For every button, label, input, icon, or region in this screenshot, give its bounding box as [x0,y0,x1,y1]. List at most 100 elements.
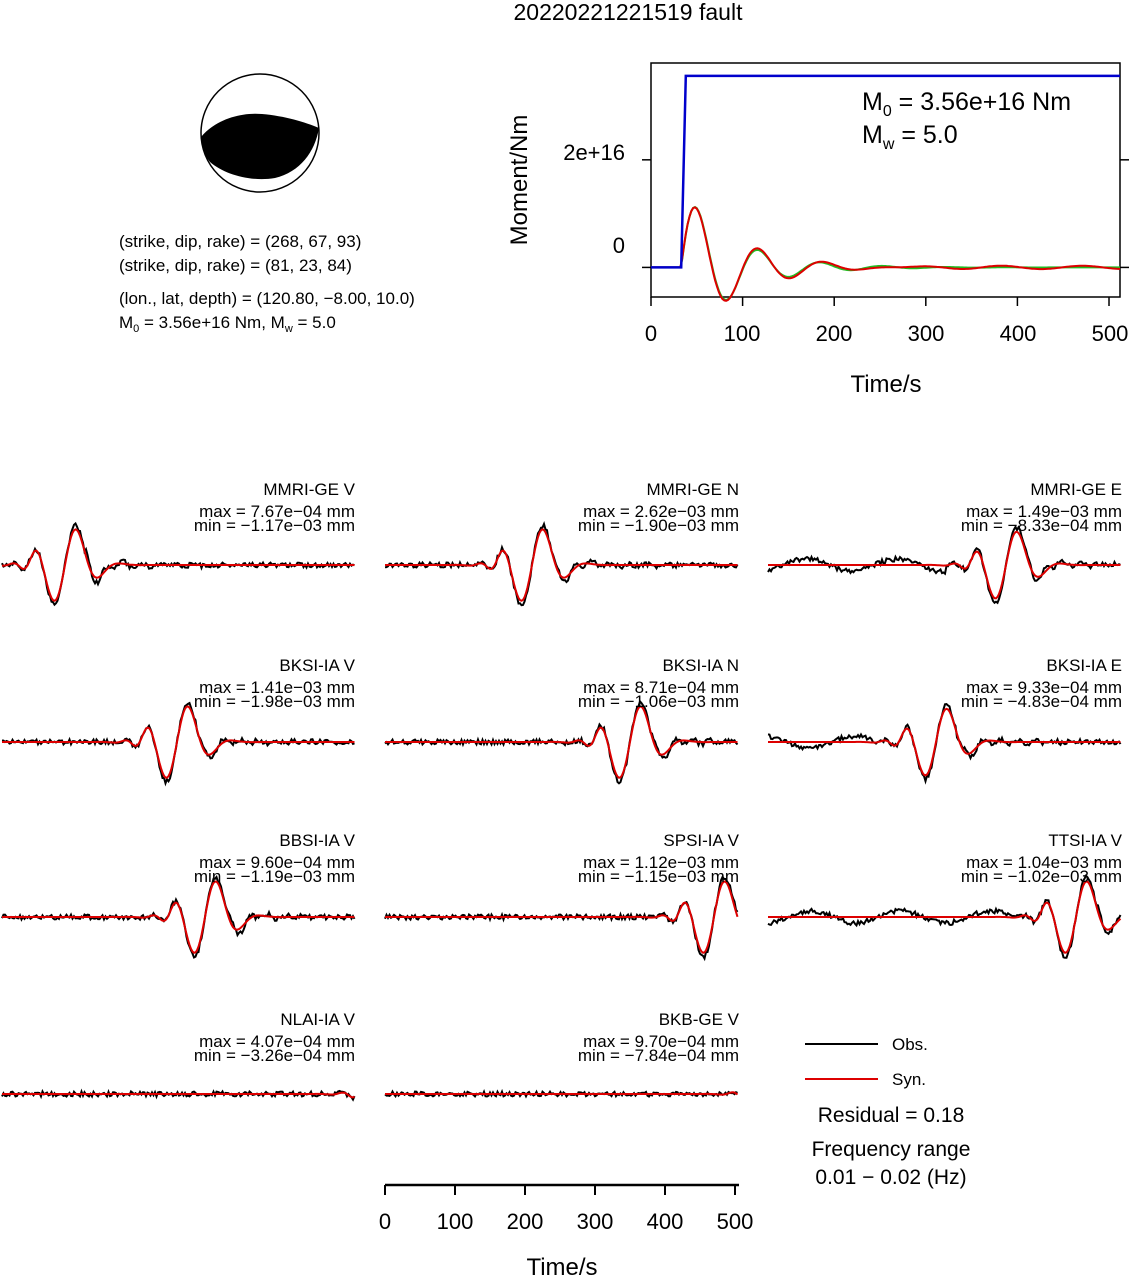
station-min: min = −1.17e−03 mm [194,516,355,535]
syn-trace [768,530,1121,600]
figure-title: 20220221221519 fault [514,0,744,25]
beachball-compression-quadrant [201,113,319,180]
station-max: max = 1.41e−03 mm [199,678,355,697]
moment-xtick-100: 100 [724,321,761,346]
obs-trace [767,874,1122,959]
station-max: max = 4.07e−04 mm [199,1032,355,1051]
moment-ytick-2e16: 2e+16 [563,140,625,165]
station-min: min = −1.02e−03 mm [961,867,1122,886]
wave-xtick-300: 300 [577,1209,614,1234]
station-min: min = −4.83e−04 mm [961,692,1122,711]
syn-trace [2,705,355,779]
legend: Obs. Syn. [805,1035,928,1089]
moment-xlabel: Time/s [850,371,921,398]
moment-annotation-mw: Mw = 5.0 [862,121,958,153]
moment-ytick-0: 0 [613,233,625,258]
station-max: max = 9.60e−04 mm [199,853,355,872]
syn-trace [2,880,355,954]
station-name: NLAI-IA V [280,1010,355,1029]
waveform-time-axis: 0 100 200 300 400 500 Time/s [379,1183,754,1281]
syn-trace [2,528,355,602]
obs-trace [1,701,355,787]
wave-xtick-500: 500 [717,1209,754,1234]
mechanism-line-2: (strike, dip, rake) = (81, 23, 84) [119,256,352,275]
moment-plot: Moment/Nm Time/s 0 2e+16 0 100 200 300 4… [506,62,1129,398]
mechanism-magnitude: M0 = 3.56e+16 Nm, Mw = 5.0 [119,313,336,335]
station-min: min = −8.33e−04 mm [961,516,1122,535]
station-name: TTSI-IA V [1048,831,1122,850]
wave-xlabel: Time/s [526,1254,597,1281]
station-max: max = 9.70e−04 mm [583,1032,739,1051]
station-min: min = −1.98e−03 mm [194,692,355,711]
legend-obs-label: Obs. [892,1035,928,1054]
station-name: MMRI-GE N [646,480,739,499]
station-min: min = −1.19e−03 mm [194,867,355,886]
station-name: BKSI-IA N [662,656,739,675]
syn-trace [768,707,1121,777]
legend-syn-label: Syn. [892,1070,926,1089]
moment-xtick-200: 200 [816,321,853,346]
station-max: max = 1.12e−03 mm [583,853,739,872]
beachball [200,73,320,193]
station-max: max = 1.04e−03 mm [966,853,1122,872]
station-name: SPSI-IA V [663,831,739,850]
obs-trace [767,524,1121,605]
station-name: MMRI-GE E [1030,480,1122,499]
station-min: min = −1.90e−03 mm [578,516,739,535]
station-name: BKB-GE V [659,1010,740,1029]
syn-trace [385,705,738,779]
station-max: max = 9.33e−04 mm [966,678,1122,697]
station-max: max = 2.62e−03 mm [583,502,739,521]
moment-cumulative-line [651,74,1120,269]
frequency-range-value: 0.01 − 0.02 (Hz) [815,1166,966,1189]
syn-trace [2,1091,355,1099]
residual-label: Residual = 0.18 [818,1104,965,1127]
station-min: min = −3.26e−04 mm [194,1046,355,1065]
waveform-axis-ticks [384,1185,736,1195]
moment-rate-syn-line [651,206,1121,302]
wave-xtick-200: 200 [507,1209,544,1234]
mechanism-line-1: (strike, dip, rake) = (268, 67, 93) [119,232,361,251]
moment-xtick-0: 0 [645,321,657,346]
station-name: MMRI-GE V [263,480,355,499]
syn-trace [385,528,738,602]
moment-rate-obs-line [651,205,1120,302]
station-min: min = −1.06e−03 mm [578,692,739,711]
mechanism-line-3: (lon., lat, depth) = (120.80, −8.00, 10.… [119,289,415,308]
syn-trace [385,880,739,954]
station-max: max = 7.67e−04 mm [199,502,355,521]
moment-annotation-m0: M0 = 3.56e+16 Nm [862,88,1071,120]
station-name: BKSI-IA V [279,656,355,675]
frequency-range-label: Frequency range [812,1138,971,1161]
moment-plot-frame [650,62,1121,298]
syn-trace [385,1091,739,1096]
wave-xtick-100: 100 [437,1209,474,1234]
moment-xtick-500: 500 [1092,321,1129,346]
obs-trace [1,1088,356,1102]
station-name: BKSI-IA E [1046,656,1122,675]
moment-axis-ticks [642,159,1129,306]
station-max: max = 1.49e−03 mm [966,502,1122,521]
station-name: BBSI-IA V [279,831,355,850]
syn-trace [768,880,1122,954]
station-min: min = −7.84e−04 mm [578,1046,739,1065]
station-max: max = 8.71e−04 mm [583,678,739,697]
wave-xtick-0: 0 [379,1209,391,1234]
moment-xtick-300: 300 [908,321,945,346]
wave-xtick-400: 400 [647,1209,684,1234]
moment-xtick-400: 400 [1000,321,1037,346]
moment-ylabel: Moment/Nm [506,115,533,246]
